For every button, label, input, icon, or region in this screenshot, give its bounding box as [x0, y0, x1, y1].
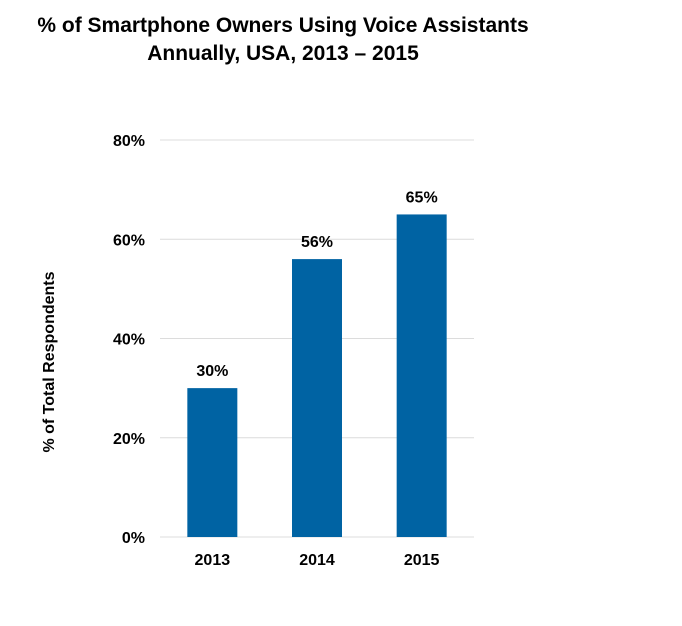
chart-subtitle: Annually, USA, 2013 – 2015 — [147, 42, 419, 65]
y-tick-label: 0% — [122, 530, 145, 547]
y-axis-label: % of Total Respondents — [41, 271, 58, 452]
y-tick-label: 20% — [113, 431, 145, 448]
bar-2015 — [396, 214, 447, 537]
bar-2013 — [187, 388, 238, 537]
x-tick-label: 2014 — [299, 552, 335, 569]
x-axis-ticks: 2013 2014 2015 — [195, 552, 440, 569]
y-tick-label: 60% — [113, 232, 145, 249]
y-tick-label: 40% — [113, 332, 145, 349]
data-label: 56% — [301, 234, 333, 251]
data-label: 65% — [406, 189, 438, 206]
chart-title: % of Smartphone Owners Using Voice Assis… — [37, 14, 529, 37]
data-label: 30% — [196, 363, 228, 380]
y-axis-ticks: 0% 20% 40% 60% 80% — [113, 133, 145, 547]
y-tick-label: 80% — [113, 133, 145, 150]
bars — [187, 214, 447, 537]
data-labels: 30% 56% 65% — [196, 189, 437, 380]
bar-2014 — [292, 259, 342, 537]
x-tick-label: 2013 — [195, 552, 231, 569]
x-tick-label: 2015 — [404, 552, 440, 569]
